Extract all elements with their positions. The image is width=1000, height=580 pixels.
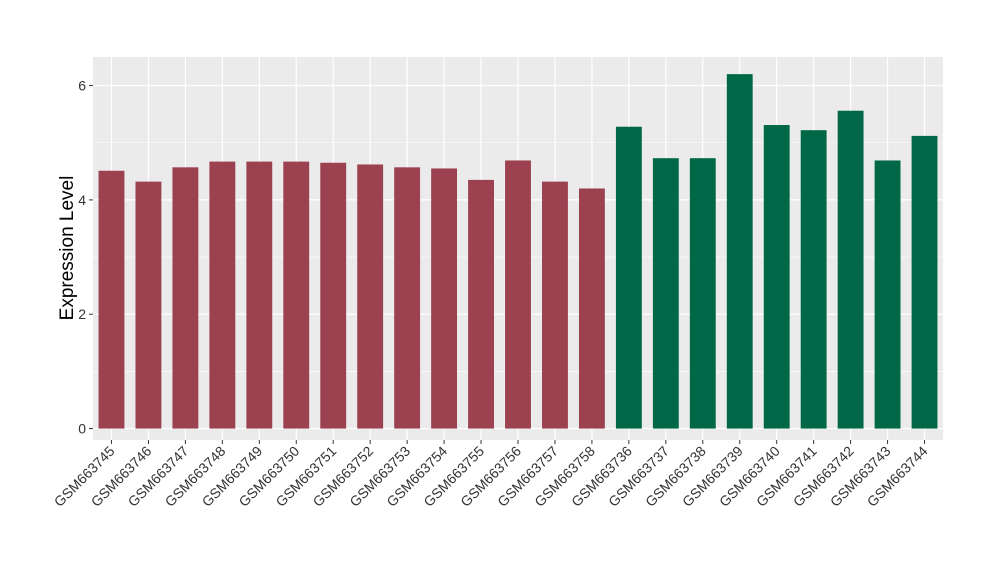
bar-GSM663750 (283, 161, 310, 429)
y-tick-label: 6 (78, 78, 86, 94)
bar-GSM663738 (689, 158, 716, 429)
bar-GSM663745 (98, 170, 125, 429)
bar-GSM663749 (246, 161, 273, 429)
y-tick-label: 2 (78, 306, 86, 322)
bar-GSM663758 (578, 188, 605, 429)
bar-GSM663752 (357, 164, 384, 429)
bar-GSM663756 (505, 160, 531, 429)
bar-GSM663744 (911, 135, 938, 429)
bar-GSM663757 (542, 181, 568, 429)
bar-GSM663739 (726, 74, 753, 429)
bars (98, 74, 938, 429)
bar-GSM663755 (468, 179, 494, 429)
y-axis-title: Expression Level (57, 176, 78, 321)
bar-GSM663741 (800, 130, 827, 429)
bar-GSM663737 (652, 158, 679, 429)
bar-GSM663754 (431, 168, 458, 429)
y-tick-label: 0 (78, 421, 86, 437)
bar-GSM663753 (394, 167, 421, 429)
bar-GSM663736 (615, 126, 642, 429)
y-axis: 0 2 4 6 (78, 78, 93, 437)
y-tick-label: 4 (78, 192, 86, 208)
bar-GSM663748 (209, 161, 236, 429)
bar-GSM663740 (763, 125, 790, 429)
bar-GSM663747 (172, 167, 199, 429)
bar-GSM663751 (320, 162, 347, 429)
bar-GSM663743 (874, 160, 901, 429)
x-axis: GSM663745GSM663746GSM663747GSM663748GSM6… (51, 440, 931, 510)
bar-GSM663746 (135, 181, 162, 429)
bar-GSM663742 (837, 110, 864, 429)
